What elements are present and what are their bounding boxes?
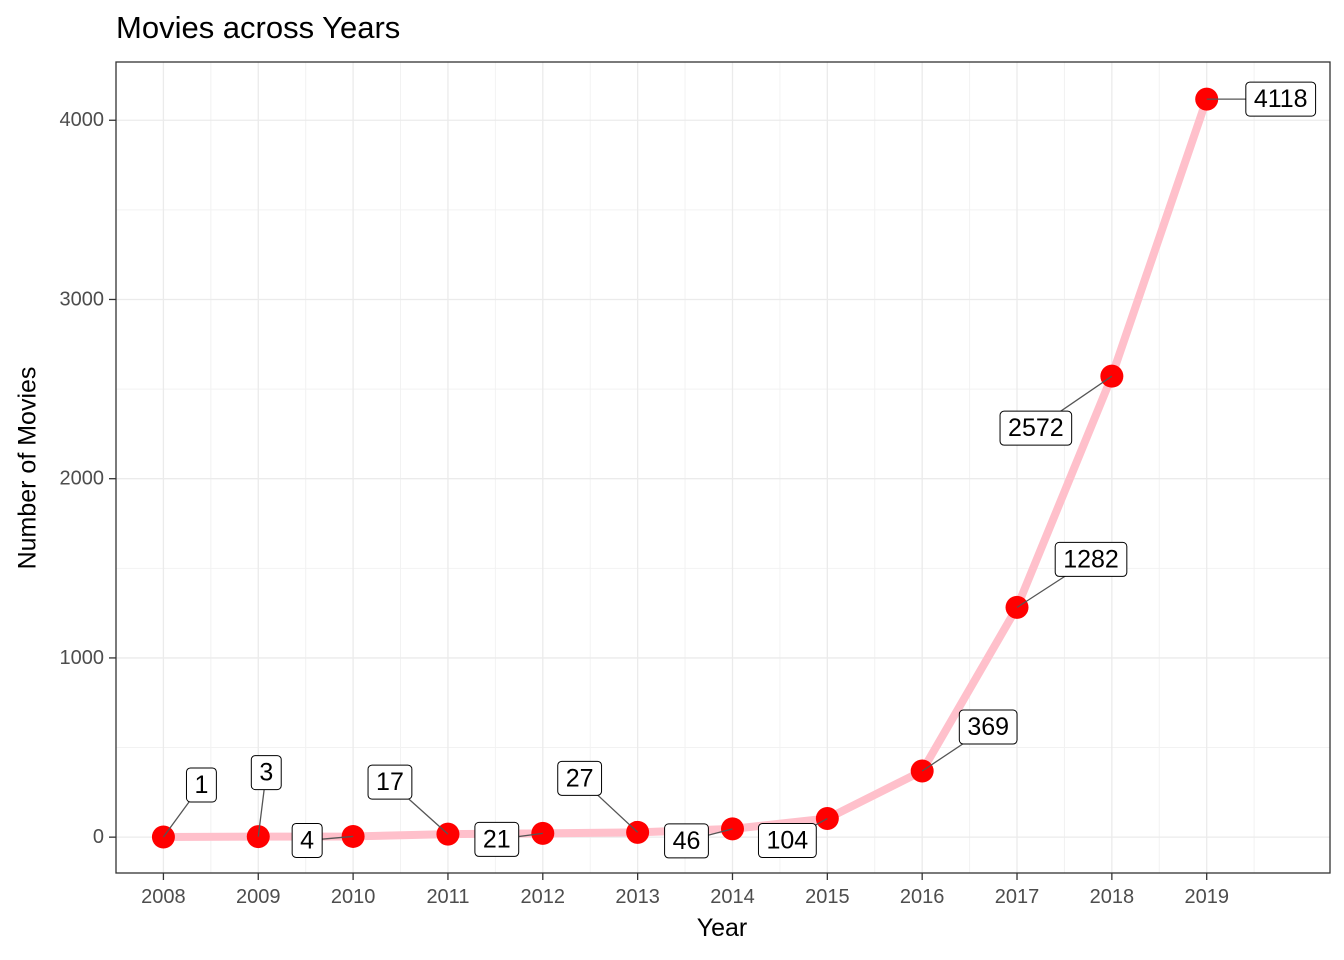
x-axis-title: Year: [696, 914, 748, 942]
y-tick-label: 2000: [60, 468, 105, 490]
data-label-text: 1282: [1063, 545, 1119, 573]
data-label: 369: [958, 709, 1018, 745]
data-label-box: [474, 821, 520, 857]
data-label-text: 4: [300, 826, 314, 854]
data-label-text: 21: [483, 825, 511, 853]
data-label-box: [999, 410, 1073, 446]
data-label-text: 2572: [1008, 414, 1064, 442]
data-label-text: 1: [194, 771, 208, 799]
plot-panel-border: [115, 61, 1331, 874]
x-tick-label: 2008: [141, 886, 186, 908]
data-label-text: 104: [766, 827, 808, 855]
data-label-box: [1245, 81, 1317, 117]
data-label: 1282: [1054, 541, 1128, 577]
data-label-text: 46: [673, 827, 701, 855]
chart-title: Movies across Years: [116, 10, 401, 45]
axis-ticks-layer: 2008 2009 2010 2011 2012 2013 2014 2015 2016 2017…: [60, 109, 1229, 908]
data-label: 46: [664, 823, 709, 859]
x-tick-label: 2013: [615, 886, 660, 908]
data-label-box: [250, 755, 282, 791]
data-label: 21: [474, 821, 520, 857]
data-label-text: 17: [376, 768, 404, 796]
x-tick-label: 2016: [900, 886, 945, 908]
y-tick-label: 1000: [60, 647, 105, 669]
data-label: 104: [757, 823, 817, 859]
data-label-text: 369: [967, 713, 1009, 741]
y-tick-label: 0: [93, 826, 104, 848]
data-label-box: [757, 823, 817, 859]
data-label: 17: [367, 764, 413, 800]
x-tick-label: 2011: [426, 886, 469, 908]
data-label-box: [185, 767, 217, 803]
y-tick-label: 3000: [60, 288, 105, 310]
minor-gridlines: [116, 62, 1330, 873]
data-label-layer: 1 3 4 17 21 27 46 104 369 1282 2572 4118: [162, 81, 1317, 859]
x-tick-label: 2010: [331, 886, 376, 908]
data-label-box: [958, 709, 1018, 745]
x-tick-label: 2017: [995, 886, 1040, 908]
data-label-text: 27: [566, 764, 594, 792]
data-label: 27: [557, 760, 603, 796]
data-label-box: [291, 822, 323, 858]
data-label: 1: [185, 767, 217, 803]
y-tick-label: 4000: [60, 109, 105, 131]
data-label-box: [367, 764, 413, 800]
data-label: 3: [250, 755, 282, 791]
x-tick-label: 2019: [1184, 886, 1229, 908]
data-label-box: [557, 760, 603, 796]
data-label: 2572: [999, 410, 1073, 446]
data-label-box: [664, 823, 709, 859]
x-tick-label: 2014: [710, 886, 755, 908]
data-label: 4118: [1245, 81, 1317, 117]
x-tick-label: 2018: [1090, 886, 1135, 908]
major-gridlines: [116, 62, 1330, 873]
x-tick-label: 2009: [236, 886, 281, 908]
data-label-text: 4118: [1254, 85, 1308, 113]
x-tick-label: 2012: [521, 886, 566, 908]
x-tick-label: 2015: [805, 886, 850, 908]
data-label-box: [1054, 541, 1128, 577]
data-label: 4: [291, 822, 323, 858]
data-label-text: 3: [259, 759, 273, 787]
